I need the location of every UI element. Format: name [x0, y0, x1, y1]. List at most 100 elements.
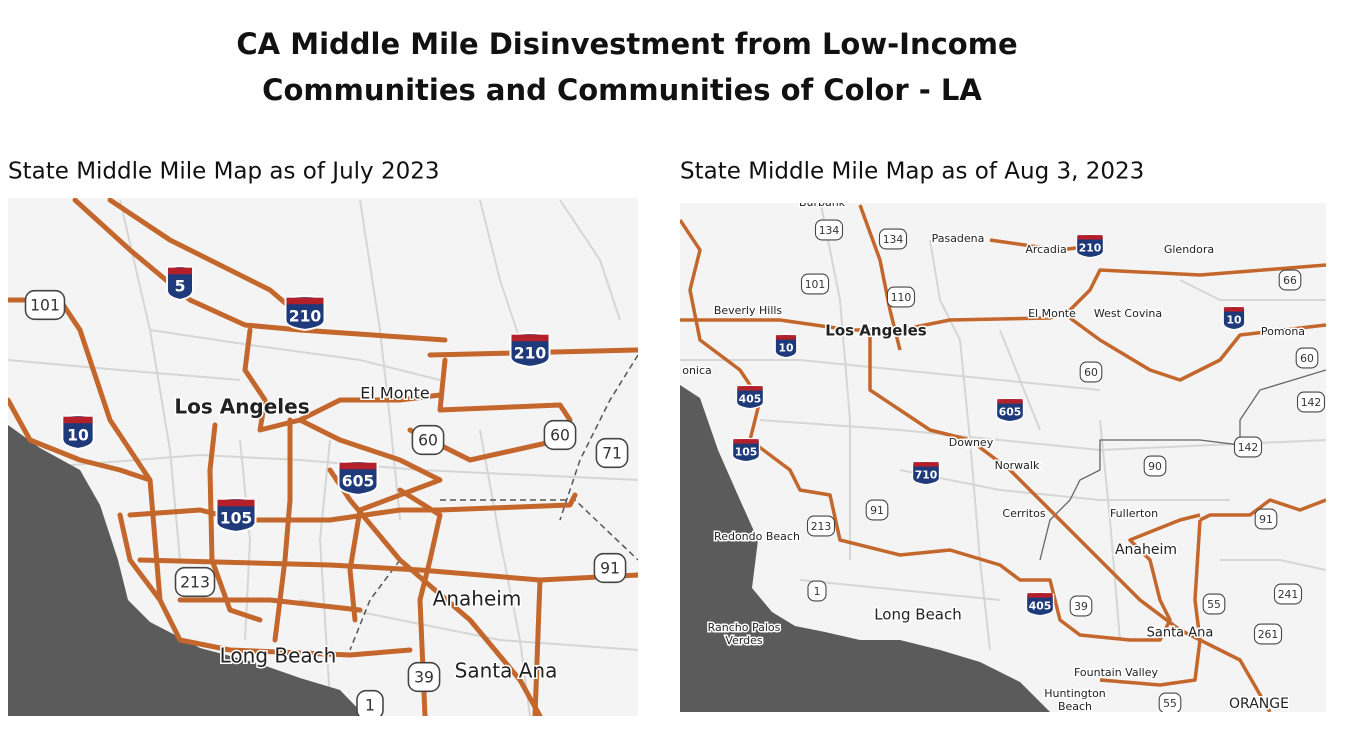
shield-band	[1224, 307, 1244, 312]
place-label: Beach	[1058, 700, 1092, 713]
minor-roads	[680, 203, 1326, 651]
shield-label: 10	[67, 426, 89, 444]
route-shield: 213	[806, 515, 836, 537]
shield-body	[61, 414, 95, 450]
shield-body	[1025, 591, 1055, 617]
shield-label: 1	[365, 697, 375, 715]
shield-label: 5	[175, 277, 186, 295]
shield-body	[24, 289, 66, 321]
route-shield: 605	[337, 460, 379, 496]
shield-label: 134	[819, 224, 840, 237]
route-shield: 39	[407, 661, 441, 693]
shield-body	[1295, 347, 1319, 369]
shield-body	[814, 219, 844, 241]
shield-band	[997, 399, 1023, 404]
route-shield: 210	[509, 332, 551, 368]
route-shield: 134	[814, 219, 844, 241]
route-shield: 134	[878, 228, 908, 250]
route-shield: 405	[1025, 591, 1055, 617]
place-label: Beverly Hills	[714, 304, 783, 317]
shield-body	[593, 552, 627, 584]
shield-label: 71	[602, 445, 622, 463]
shield-label: 605	[342, 472, 375, 490]
middle-mile-routes	[680, 204, 1326, 712]
shield-body	[1075, 233, 1105, 259]
route-shield: 213	[174, 566, 216, 598]
shield-band	[217, 499, 255, 507]
shield-body	[356, 689, 384, 716]
shield-label: 405	[739, 393, 762, 406]
route-shield: 142	[1233, 436, 1263, 458]
place-label: Huntington	[1044, 687, 1106, 700]
title-line: Communities and Communities of Color - L…	[262, 73, 982, 107]
route-shield: 210	[284, 295, 326, 331]
shield-label: 10	[778, 342, 793, 355]
place-label: El Monte	[1028, 307, 1076, 320]
shield-body	[774, 333, 798, 359]
place-label: Arcadia	[1025, 243, 1066, 256]
shield-body	[995, 397, 1025, 423]
shield-body	[800, 273, 830, 295]
minor-roads	[8, 199, 638, 716]
shield-label: 39	[1074, 600, 1088, 613]
shield-label: 210	[289, 307, 322, 325]
shield-band	[1077, 235, 1103, 240]
place-label: Rancho Palos	[708, 621, 781, 634]
route-shield: 66	[1278, 269, 1302, 291]
shield-label: 261	[1258, 628, 1279, 641]
map-panel: 210 10 10 405 605 105 710 405 134 134 101 110 66 60 60…	[680, 203, 1326, 713]
shield-label: 405	[1029, 600, 1052, 613]
shield-label: 39	[414, 669, 434, 687]
shield-body	[731, 437, 761, 463]
shield-label: 213	[811, 520, 832, 533]
shield-label: 91	[600, 560, 620, 578]
shield-label: 1	[814, 585, 821, 598]
route-shield: 1	[356, 689, 384, 716]
ocean	[8, 425, 365, 716]
route-shield: 241	[1273, 583, 1303, 605]
shield-body	[886, 286, 916, 308]
shield-band	[511, 334, 549, 342]
shield-body	[543, 419, 577, 451]
route-shield: 210	[1075, 233, 1105, 259]
route-shield: 142	[1296, 391, 1326, 413]
route-shield: 405	[735, 384, 765, 410]
place-label: Glendora	[1164, 243, 1214, 256]
route-shield: 91	[593, 552, 627, 584]
shield-body	[337, 460, 379, 496]
shield-label: 60	[1300, 352, 1314, 365]
route-shield: 605	[995, 397, 1025, 423]
shield-band	[776, 335, 796, 340]
shield-body	[1202, 593, 1226, 615]
place-label: Los Angeles	[174, 395, 309, 419]
place-label: ORANGE	[1229, 696, 1289, 712]
shield-body	[1273, 583, 1303, 605]
place-label: Norwalk	[995, 459, 1040, 472]
county-line	[349, 559, 401, 651]
shield-body	[911, 460, 941, 486]
shield-body	[1079, 361, 1103, 383]
place-label: Downey	[949, 436, 994, 449]
shield-band	[339, 462, 377, 470]
shield-label: 10	[1226, 314, 1241, 327]
route-shield: 55	[1202, 593, 1226, 615]
shield-body	[1296, 391, 1326, 413]
map-subtitle: State Middle Mile Map as of Aug 3, 2023	[680, 159, 1144, 185]
shield-body	[807, 580, 827, 602]
route-shield: 91	[1254, 508, 1278, 530]
shield-label: 60	[1084, 366, 1098, 379]
shield-body	[1278, 269, 1302, 291]
shield-band	[286, 297, 324, 305]
route-shield: 90	[1143, 455, 1167, 477]
shield-body	[166, 265, 194, 301]
route-shield: 10	[61, 414, 95, 450]
shield-body	[1143, 455, 1167, 477]
route-shield: 91	[865, 499, 889, 521]
shield-label: 213	[180, 574, 210, 592]
shield-band	[913, 462, 939, 467]
shield-label: 90	[1148, 460, 1162, 473]
shield-body	[1222, 305, 1246, 331]
shield-label: 60	[418, 432, 438, 450]
route-shield: 71	[595, 437, 629, 469]
